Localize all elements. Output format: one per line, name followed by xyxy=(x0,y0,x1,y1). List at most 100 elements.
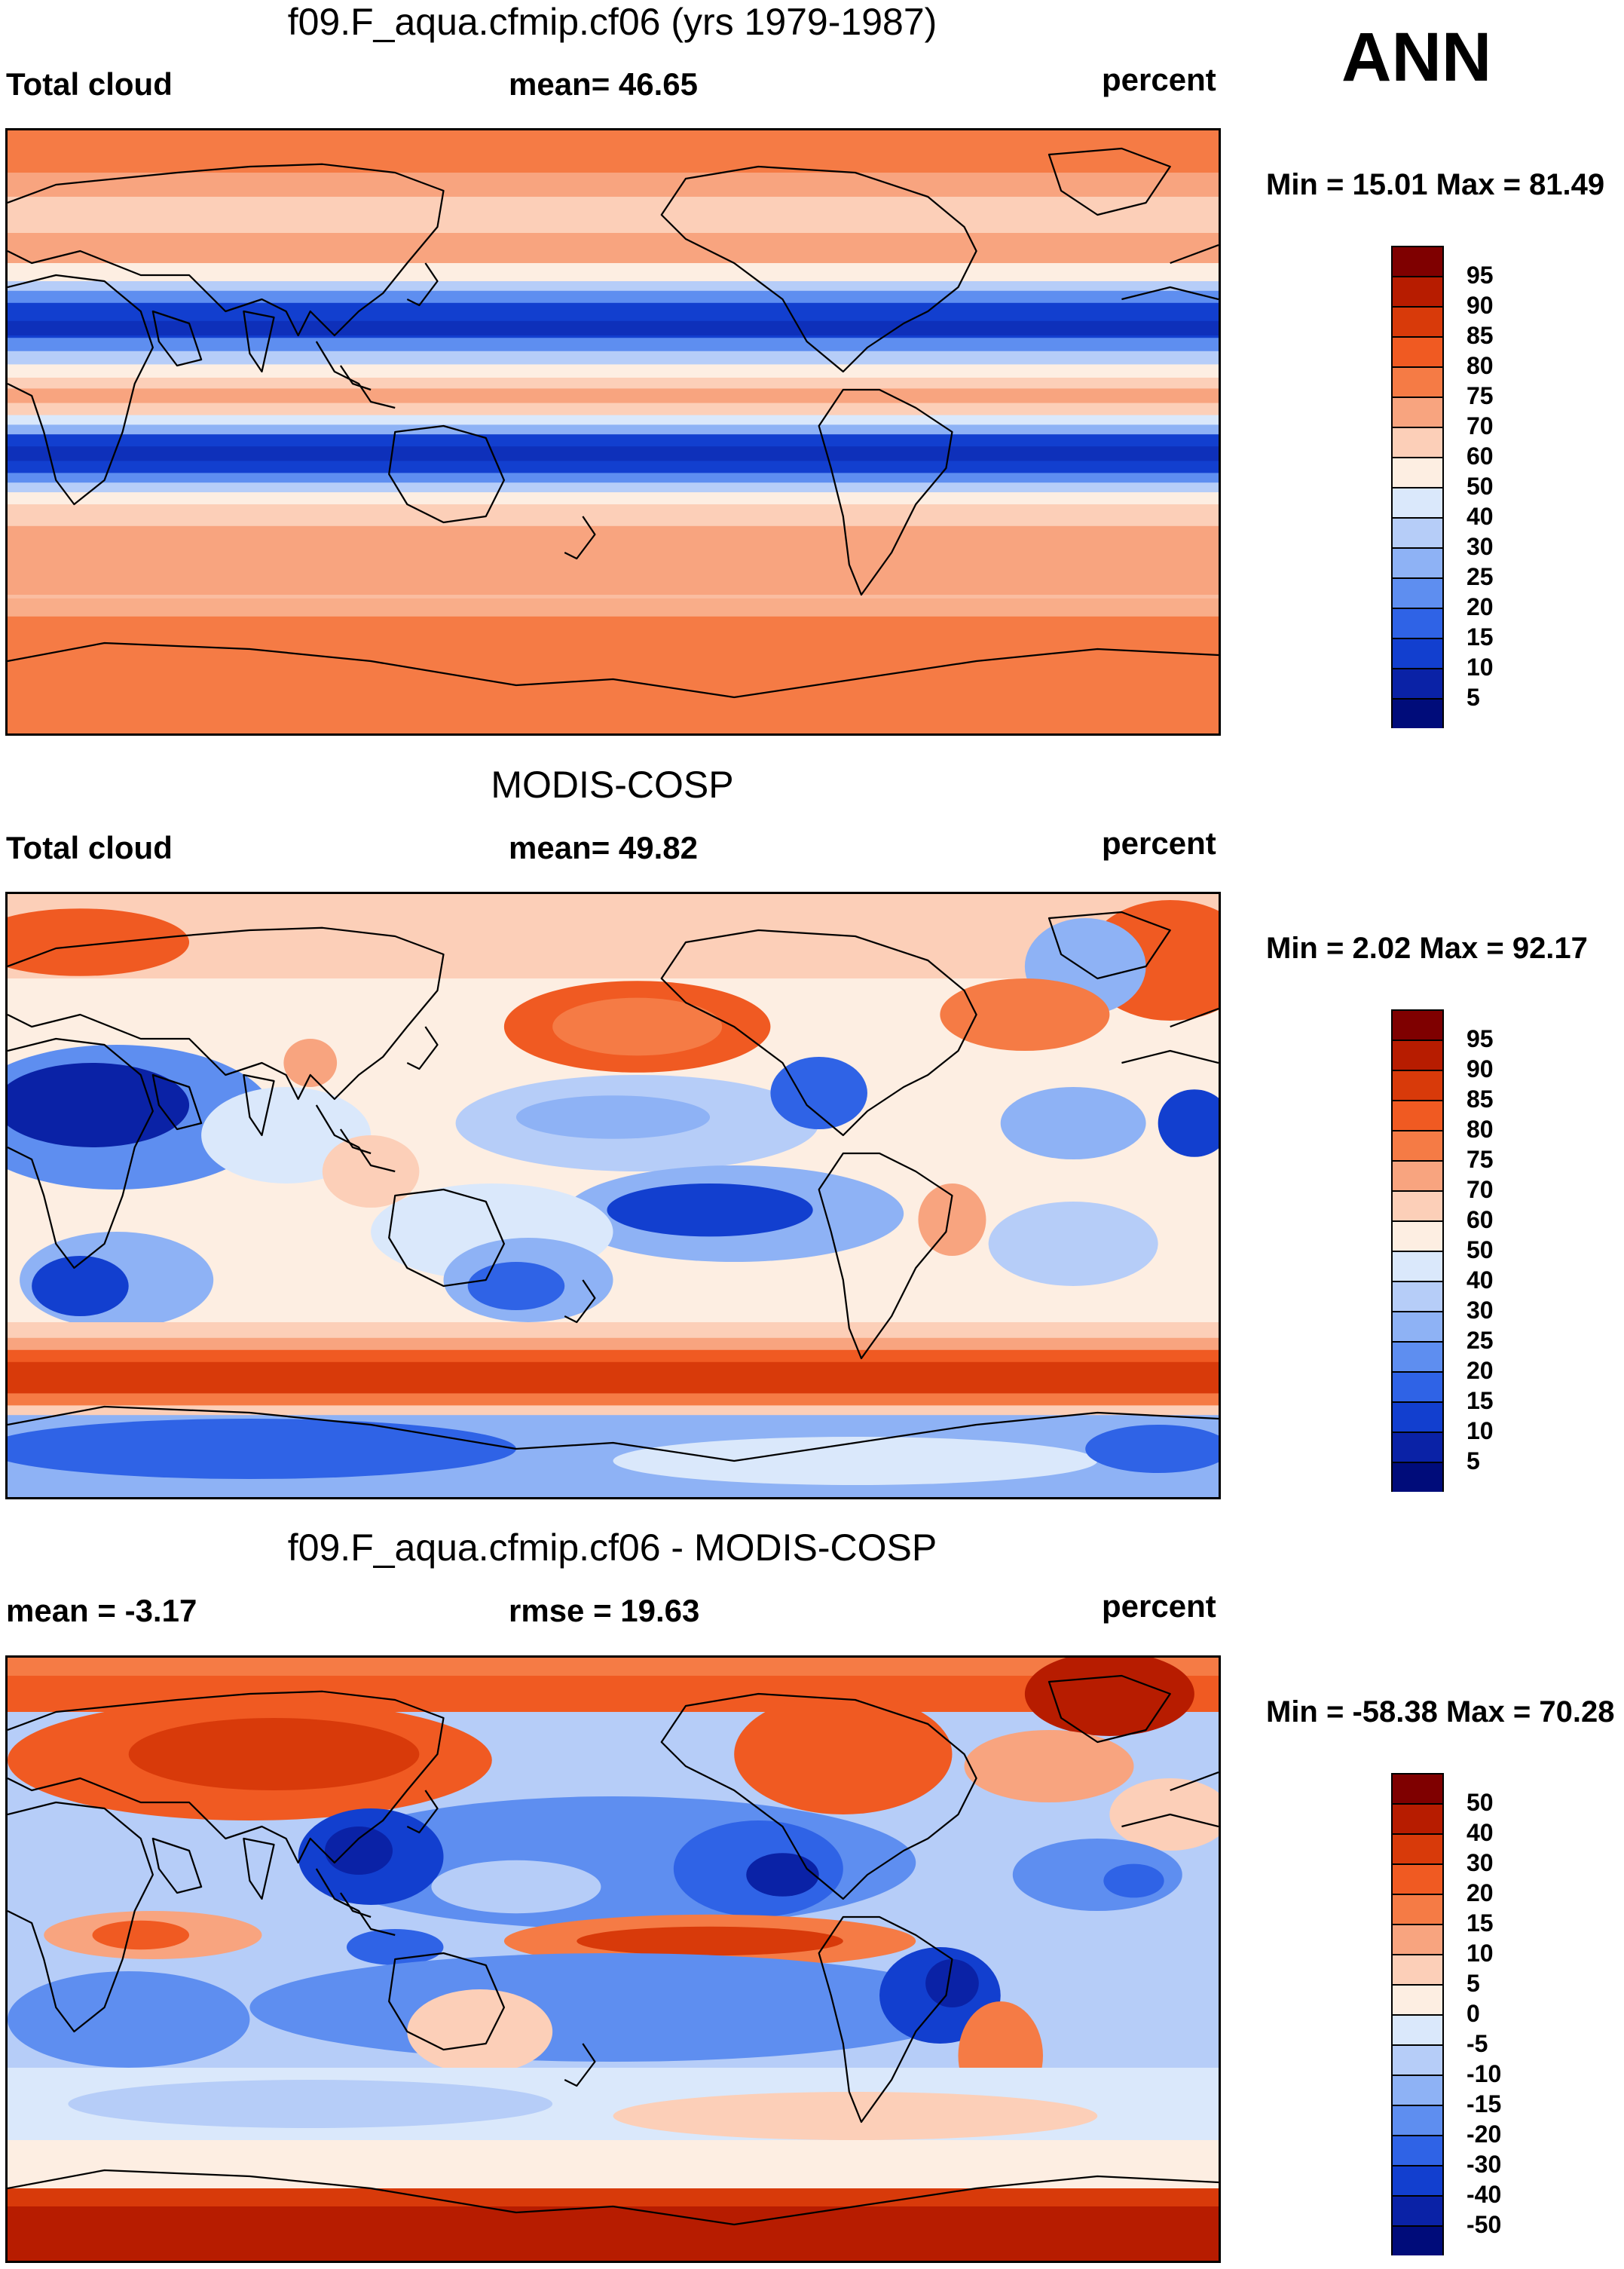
panel-3-colorbar-label: 50 xyxy=(1466,1789,1494,1816)
panel-3-colorbar-label: -50 xyxy=(1466,2211,1502,2238)
panel-1-colorbar-label: 95 xyxy=(1466,262,1494,289)
colorbar-swatch xyxy=(1391,2135,1444,2166)
colorbar-swatch xyxy=(1391,1894,1444,1925)
panel-1-left-label: Total cloud xyxy=(6,66,173,102)
colorbar-swatch xyxy=(1391,2105,1444,2136)
colorbar-swatch xyxy=(1391,2195,1444,2227)
colorbar-swatch xyxy=(1391,547,1444,579)
panel-3-colorbar-label: -10 xyxy=(1466,2060,1502,2087)
panel-3-colorbar-label: 30 xyxy=(1466,1849,1494,1876)
season-label: ANN xyxy=(1341,19,1492,96)
panel-1-minmax: Min = 15.01 Max = 81.49 xyxy=(1266,168,1605,201)
colorbar-swatch xyxy=(1391,1190,1444,1222)
panel-2-colorbar xyxy=(1391,1009,1444,1492)
panel-2-colorbar-label: 25 xyxy=(1466,1327,1494,1354)
panel-2-colorbar-label: 90 xyxy=(1466,1055,1494,1082)
panel-2-mean-label: mean= 49.82 xyxy=(509,830,699,865)
panel-1-colorbar-label: 60 xyxy=(1466,442,1494,470)
colorbar-swatch xyxy=(1391,1863,1444,1895)
colorbar-swatch xyxy=(1391,2014,1444,2046)
colorbar-swatch xyxy=(1391,336,1444,368)
panel-3-colorbar-label: 20 xyxy=(1466,1879,1494,1906)
colorbar-swatch xyxy=(1391,1251,1444,1282)
colorbar-swatch xyxy=(1391,1924,1444,1955)
panel-1-colorbar-label: 75 xyxy=(1466,382,1494,409)
panel-2-colorbar-label: 5 xyxy=(1466,1447,1480,1474)
colorbar-swatch xyxy=(1391,1462,1444,1492)
panel-1-map xyxy=(5,128,1221,736)
colorbar-swatch xyxy=(1391,1432,1444,1463)
panel-3-colorbar-label: 5 xyxy=(1466,1970,1480,1997)
panel-1-colorbar-label: 15 xyxy=(1466,623,1494,651)
colorbar-swatch xyxy=(1391,276,1444,308)
panel-1-mean-label: mean= 46.65 xyxy=(509,66,699,102)
panel-1-colorbar-label: 30 xyxy=(1466,533,1494,560)
panel-3-map xyxy=(5,1655,1221,2263)
colorbar-swatch xyxy=(1391,698,1444,728)
panel-1-colorbar-label: 80 xyxy=(1466,352,1494,379)
colorbar-swatch xyxy=(1391,1371,1444,1403)
colorbar-swatch xyxy=(1391,608,1444,639)
colorbar-swatch xyxy=(1391,1833,1444,1865)
colorbar-swatch xyxy=(1391,1281,1444,1312)
colorbar-swatch xyxy=(1391,1773,1444,1805)
colorbar-swatch xyxy=(1391,1160,1444,1192)
colorbar-swatch xyxy=(1391,638,1444,669)
colorbar-swatch xyxy=(1391,1130,1444,1162)
panel-2-units-label: percent xyxy=(1102,825,1216,861)
panel-3-units-label: percent xyxy=(1102,1588,1216,1624)
colorbar-swatch xyxy=(1391,2165,1444,2197)
panel-1-colorbar-label: 20 xyxy=(1466,593,1494,620)
panel-2-colorbar-label: 95 xyxy=(1466,1025,1494,1052)
panel-2-colorbar-label: 10 xyxy=(1466,1417,1494,1444)
panel-2-colorbar-label: 85 xyxy=(1466,1086,1494,1113)
panel-3-mean-label: mean = -3.17 xyxy=(6,1593,197,1628)
panel-2-colorbar-label: 40 xyxy=(1466,1266,1494,1294)
colorbar-swatch xyxy=(1391,1984,1444,2016)
panel-3-colorbar-label: -30 xyxy=(1466,2151,1502,2178)
colorbar-swatch xyxy=(1391,487,1444,519)
colorbar-swatch xyxy=(1391,1220,1444,1252)
colorbar-swatch xyxy=(1391,1401,1444,1433)
panel-2-left-label: Total cloud xyxy=(6,830,173,865)
panel-1-colorbar-label: 85 xyxy=(1466,322,1494,349)
panel-1-colorbar-label: 90 xyxy=(1466,292,1494,319)
colorbar-swatch xyxy=(1391,577,1444,609)
panel-2-colorbar-label: 80 xyxy=(1466,1116,1494,1143)
colorbar-swatch xyxy=(1391,246,1444,277)
colorbar-swatch xyxy=(1391,366,1444,398)
panel-1-colorbar-label: 50 xyxy=(1466,473,1494,500)
panel-1-colorbar-label: 70 xyxy=(1466,412,1494,439)
colorbar-swatch xyxy=(1391,2044,1444,2076)
panel-1-colorbar-label: 25 xyxy=(1466,563,1494,590)
colorbar-swatch xyxy=(1391,1070,1444,1101)
colorbar-swatch xyxy=(1391,668,1444,700)
panel-3-colorbar-label: -5 xyxy=(1466,2030,1488,2057)
panel-2-colorbar-label: 30 xyxy=(1466,1297,1494,1324)
colorbar-swatch xyxy=(1391,457,1444,488)
panel-3-colorbar-label: -40 xyxy=(1466,2181,1502,2208)
panel-3-colorbar-label: 10 xyxy=(1466,1940,1494,1967)
panel-3-colorbar-label: 40 xyxy=(1466,1819,1494,1846)
colorbar-swatch xyxy=(1391,2075,1444,2106)
panel-2-colorbar-label: 70 xyxy=(1466,1176,1494,1203)
colorbar-swatch xyxy=(1391,1954,1444,1986)
colorbar-swatch xyxy=(1391,397,1444,428)
panel-2-colorbar-label: 75 xyxy=(1466,1146,1494,1173)
colorbar-swatch xyxy=(1391,1100,1444,1131)
panel-1-title: f09.F_aqua.cfmip.cf06 (yrs 1979-1987) xyxy=(287,1,937,43)
colorbar-swatch xyxy=(1391,1009,1444,1041)
panel-3-colorbar-label: 0 xyxy=(1466,2000,1480,2027)
panel-2-title: MODIS-COSP xyxy=(491,764,734,806)
colorbar-swatch xyxy=(1391,427,1444,458)
panel-2-minmax: Min = 2.02 Max = 92.17 xyxy=(1266,932,1588,965)
panel-1-colorbar-label: 10 xyxy=(1466,654,1494,681)
colorbar-swatch xyxy=(1391,306,1444,338)
panel-1-colorbar-label: 5 xyxy=(1466,684,1480,711)
panel-3-colorbar xyxy=(1391,1773,1444,2255)
panel-3-title: f09.F_aqua.cfmip.cf06 - MODIS-COSP xyxy=(287,1526,937,1569)
panel-2-map xyxy=(5,892,1221,1499)
panel-1-colorbar xyxy=(1391,246,1444,728)
panel-3-colorbar-label: -15 xyxy=(1466,2090,1502,2117)
panel-2-colorbar-label: 60 xyxy=(1466,1206,1494,1233)
